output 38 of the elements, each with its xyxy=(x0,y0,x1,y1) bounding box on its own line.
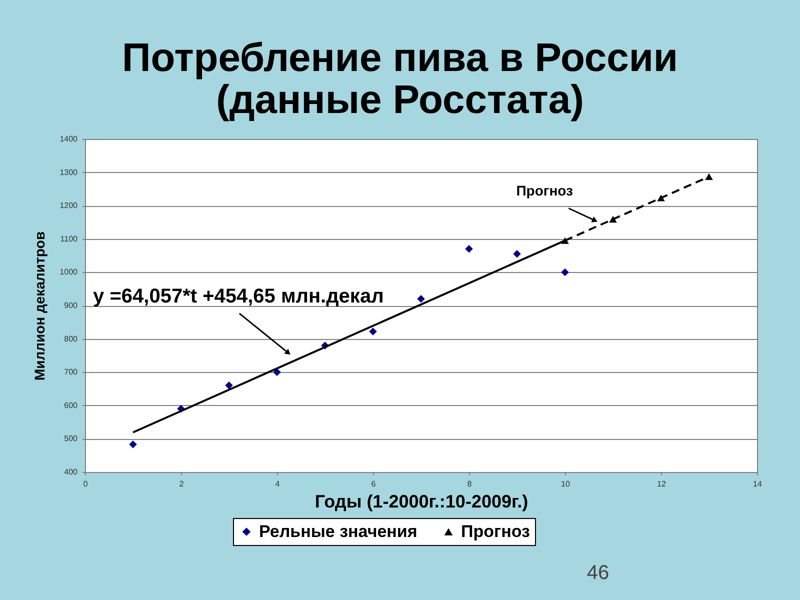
y-tick-label: 1000 xyxy=(60,268,78,277)
point xyxy=(129,440,137,448)
point xyxy=(609,216,617,223)
point xyxy=(465,245,473,253)
x-tick-label: 12 xyxy=(657,480,666,488)
x-tick-label: 4 xyxy=(275,480,280,488)
y-tick-label: 1100 xyxy=(60,234,78,244)
point xyxy=(417,294,425,303)
point xyxy=(561,268,569,276)
y-tick-label: 900 xyxy=(64,301,78,310)
point xyxy=(705,173,713,180)
chart-subtitle: (данные Росстата) xyxy=(216,78,584,122)
point xyxy=(513,250,521,258)
x-tick-label: 0 xyxy=(83,480,88,488)
y-tick-label: 600 xyxy=(64,400,78,410)
chart-title: Потребление пива в России xyxy=(122,36,678,80)
x-tick-label: 6 xyxy=(371,480,376,488)
y-tick-label: 700 xyxy=(64,368,78,377)
y-axis-title: Миллион декалитров xyxy=(32,231,48,381)
y-tick-label: 400 xyxy=(64,468,78,476)
annotation: Прогноз xyxy=(516,182,574,198)
point xyxy=(369,328,377,336)
x-tick-label: 2 xyxy=(179,480,184,488)
point xyxy=(657,194,665,202)
legend-label: Прогноз xyxy=(461,522,530,541)
x-axis-title: Годы (1-2000г.:10-2009г.) xyxy=(314,492,528,512)
annotation: y =64,057*t +454,65 млн.декал xyxy=(93,285,384,308)
y-tick-label: 1400 xyxy=(60,134,78,144)
y-tick-label: 500 xyxy=(64,434,78,444)
x-tick-label: 10 xyxy=(561,480,570,488)
y-tick-label: 1300 xyxy=(60,168,78,177)
x-tick-label: 14 xyxy=(753,480,762,488)
text: 46 xyxy=(586,562,610,584)
y-tick-label: 800 xyxy=(64,334,78,344)
point xyxy=(225,382,233,390)
y-tick-label: 1200 xyxy=(60,201,78,210)
legend-label: Рельные значения xyxy=(259,522,418,541)
x-tick-label: 8 xyxy=(467,480,472,488)
